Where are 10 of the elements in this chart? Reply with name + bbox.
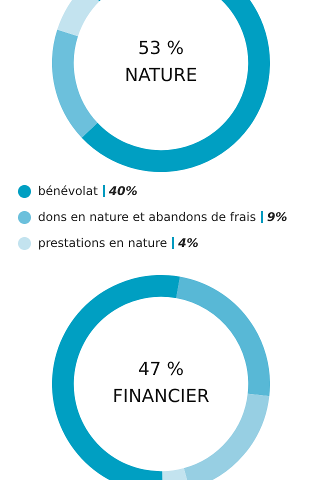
text: 53 % xyxy=(138,38,184,60)
legend-label: dons en nature et abandons de frais xyxy=(38,210,256,224)
data-label: 4% xyxy=(172,236,199,250)
text: NATURE xyxy=(124,65,198,86)
text: FINANCIER xyxy=(112,386,210,408)
legend-label: prestations en nature xyxy=(38,236,168,250)
text: 47 % xyxy=(138,359,184,380)
data-label: 40% xyxy=(102,184,138,198)
legend-label: bénévolat xyxy=(38,184,98,198)
data-label: 9% xyxy=(260,210,288,224)
